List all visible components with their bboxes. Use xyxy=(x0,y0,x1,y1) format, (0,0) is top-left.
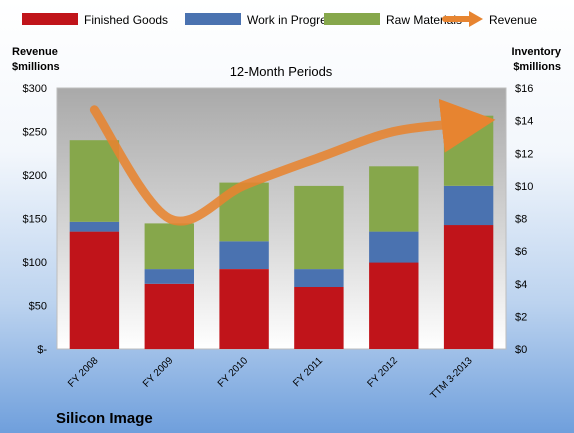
legend: Finished Goods Work in Progress Raw Materi… xyxy=(22,11,537,27)
right-axis-label-line2: $millions xyxy=(513,61,561,73)
bar-work-in-progress-1 xyxy=(144,269,194,284)
right-tick-label: $16 xyxy=(515,83,533,95)
bar-finished-goods-5 xyxy=(443,225,494,349)
x-tick-label: FY 2009 xyxy=(141,355,176,390)
right-tick-label: $14 xyxy=(515,116,533,128)
right-tick-label: $2 xyxy=(515,311,527,323)
bar-finished-goods-2 xyxy=(219,269,269,349)
x-axis: FY 2008 FY 2009 FY 2010 FY 2011 FY 2012 TTM 3… xyxy=(66,355,475,402)
bar-raw-materials-1 xyxy=(144,223,194,270)
bar-raw-materials-3 xyxy=(294,185,344,270)
right-tick-label: $10 xyxy=(515,181,533,193)
x-tick-label: TTM 3-2013 xyxy=(428,355,475,402)
right-tick-label: $4 xyxy=(515,279,527,291)
left-axis-label-line2: $millions xyxy=(12,61,60,73)
bar-work-in-progress-0 xyxy=(69,221,120,232)
left-tick-label: $50 xyxy=(29,301,47,313)
right-tick-label: $12 xyxy=(515,148,533,160)
x-tick-label: FY 2010 xyxy=(216,355,251,390)
left-axis-label-line1: Revenue xyxy=(12,46,58,58)
right-axis-label-line1: Inventory xyxy=(511,46,561,58)
bar-finished-goods-1 xyxy=(144,283,194,350)
legend-label-0: Finished Goods xyxy=(84,13,168,27)
legend-swatch-2 xyxy=(324,13,380,25)
x-tick-label: FY 2012 xyxy=(365,355,400,390)
bar-raw-materials-0 xyxy=(69,140,120,222)
right-tick-label: $0 xyxy=(515,344,527,356)
bars-group xyxy=(69,115,494,350)
right-tick-label: $8 xyxy=(515,214,527,226)
bar-raw-materials-4 xyxy=(369,166,419,232)
left-tick-label: $300 xyxy=(23,83,47,95)
legend-revenue-arrowhead xyxy=(469,11,483,27)
left-tick-label: $200 xyxy=(23,170,47,182)
chart-title: 12-Month Periods xyxy=(230,64,333,79)
legend-swatch-0 xyxy=(22,13,78,25)
bar-finished-goods-0 xyxy=(69,231,120,349)
left-tick-label: $100 xyxy=(23,257,47,269)
legend-label-3: Revenue xyxy=(489,13,537,27)
legend-label-1: Work in Progress xyxy=(247,13,339,27)
bar-work-in-progress-2 xyxy=(219,241,269,269)
left-tick-label: $- xyxy=(37,344,47,356)
revenue-line-group xyxy=(89,98,496,226)
left-tick-label: $250 xyxy=(23,127,47,139)
company-name: Silicon Image xyxy=(56,410,153,427)
plot-area xyxy=(56,87,507,350)
bar-work-in-progress-3 xyxy=(294,269,344,287)
right-axis: $0 $2 $4 $6 $8 $10 $12 $14 $16 xyxy=(515,83,533,356)
left-axis: $- $50 $100 $150 $200 $250 $300 xyxy=(23,83,48,356)
legend-swatch-1 xyxy=(185,13,241,25)
right-tick-label: $6 xyxy=(515,246,527,258)
bar-finished-goods-4 xyxy=(369,262,419,349)
x-tick-label: FY 2011 xyxy=(291,355,325,389)
legend-label-2: Raw Materials xyxy=(386,13,462,27)
bar-work-in-progress-5 xyxy=(443,185,494,226)
left-tick-label: $150 xyxy=(23,214,47,226)
x-tick-label: FY 2008 xyxy=(66,355,101,390)
bar-work-in-progress-4 xyxy=(369,231,419,263)
revenue-line xyxy=(89,98,496,226)
bar-finished-goods-3 xyxy=(294,287,344,349)
